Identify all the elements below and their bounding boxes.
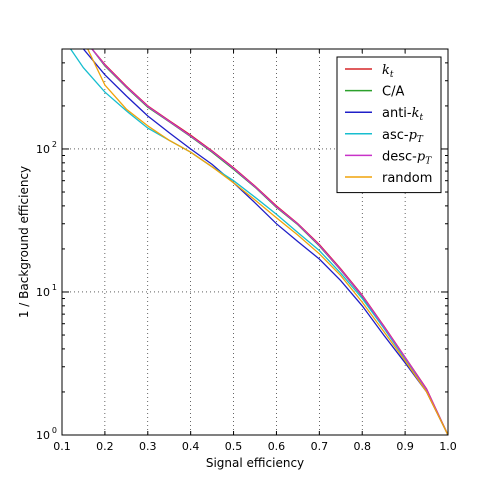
- x-tick-label: 0.2: [96, 440, 114, 453]
- x-tick-label: 0.5: [225, 440, 243, 453]
- grid: [62, 49, 448, 435]
- x-tick-label: 0.8: [353, 440, 371, 453]
- y-tick-label: 10: [36, 143, 50, 156]
- legend-box: [336, 56, 442, 194]
- legend: kt C/A anti-kt asc-pT desc-pT random: [336, 56, 442, 194]
- y-tick-exponent: 2: [52, 140, 57, 149]
- plot-frame: [61, 48, 449, 436]
- series-line-desc-p-t: [91, 49, 448, 435]
- x-tick-label: 0.7: [311, 440, 329, 453]
- legend-label-c-a: C/A: [382, 85, 404, 100]
- x-tick-label: 1.0: [439, 440, 457, 453]
- y-tick-exponent: 1: [52, 283, 57, 292]
- y-tick-label: 10: [36, 286, 50, 299]
- legend-label-asc-p-t: asc-pT: [382, 128, 424, 145]
- y-axis-title: 1 / Background efficiency: [17, 166, 31, 318]
- legend-label-desc-p-t: desc-pT: [382, 149, 432, 166]
- y-tick-exponent: 0: [52, 426, 57, 435]
- x-tick-label: 0.1: [53, 440, 71, 453]
- legend-label-random: random: [382, 171, 432, 186]
- series-line-asc-p-t: [70, 49, 448, 435]
- x-tick-label: 0.3: [139, 440, 157, 453]
- x-tick-label: 0.4: [182, 440, 200, 453]
- legend-label-k-t: kt: [382, 63, 394, 80]
- legend-label-anti-k-t: anti-kt: [382, 106, 424, 123]
- x-tick-label: 0.6: [268, 440, 286, 453]
- series-line-random: [87, 49, 448, 435]
- y-tick-label: 10: [36, 429, 50, 442]
- series-lines: [70, 49, 448, 435]
- series-line-anti-k-t: [82, 49, 448, 435]
- x-axis-title: Signal efficiency: [206, 456, 304, 470]
- x-tick-label: 0.9: [396, 440, 414, 453]
